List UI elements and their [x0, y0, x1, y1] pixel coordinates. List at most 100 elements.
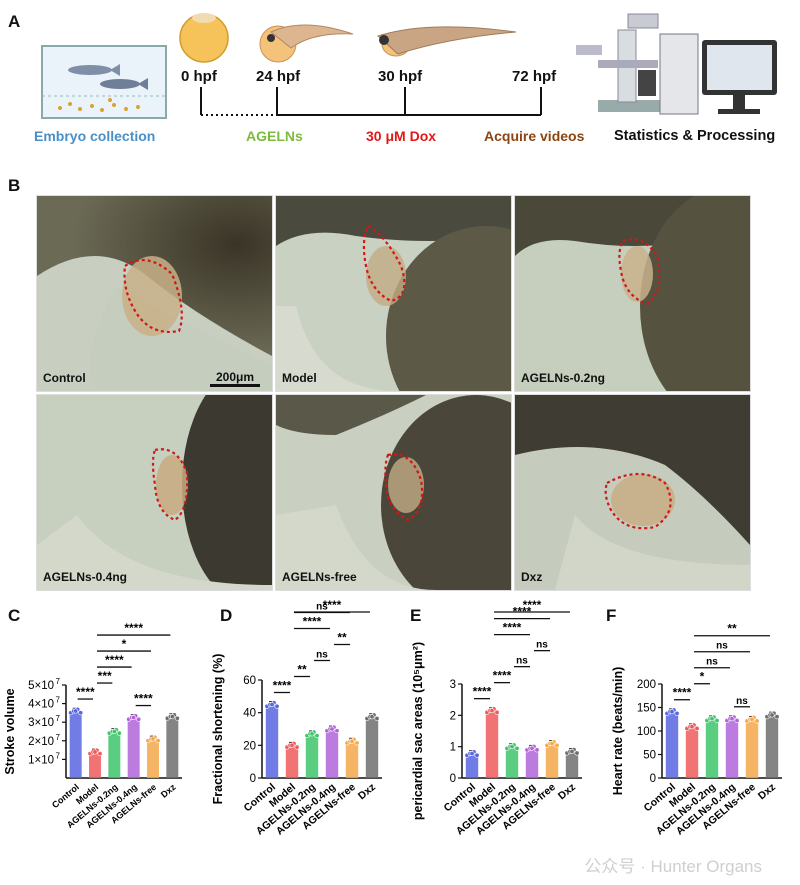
label-embryo-collection: Embryo collection [34, 128, 156, 144]
data-point [269, 702, 275, 708]
bar-agelns-free [345, 741, 359, 778]
bar-agelns-free [545, 743, 559, 778]
data-point [469, 751, 475, 757]
panel-label-b: B [8, 176, 21, 195]
scale-bar: 200μm [210, 370, 260, 387]
bar-model [89, 751, 101, 778]
data-point [136, 716, 142, 722]
timeline-axis [200, 87, 542, 116]
data-point [574, 750, 580, 756]
bar-agelns-0-4ng [525, 748, 539, 778]
data-point [494, 709, 500, 715]
significance-label: ns [736, 696, 748, 707]
data-point [514, 745, 520, 751]
significance-label: **** [273, 679, 292, 693]
y-tick-label: 50 [643, 750, 656, 762]
y-tick-exponent: 7 [56, 733, 61, 742]
data-point [111, 729, 117, 735]
data-point [374, 716, 380, 722]
y-tick-exponent: 7 [56, 751, 61, 760]
y-tick-label: 60 [243, 675, 256, 687]
data-point [669, 709, 675, 715]
significance-label: **** [76, 685, 95, 699]
y-tick-label: 4×10 [28, 699, 54, 711]
data-point [509, 744, 515, 750]
image-dxz: Dxz [514, 394, 751, 591]
x-tick-label: Dxz [556, 781, 578, 802]
data-point [729, 716, 735, 722]
significance-label: ns [516, 656, 528, 667]
bar-agelns-0-4ng [725, 718, 739, 778]
image-control: Control 200μm [36, 195, 273, 392]
data-point [174, 715, 180, 721]
timeline-24hpf: 24 hpf [256, 68, 301, 85]
bar-model [485, 710, 499, 778]
data-point [289, 742, 295, 748]
data-point [329, 726, 335, 732]
data-point [534, 747, 540, 753]
timeline-72hpf: 72 hpf [512, 68, 557, 85]
significance-label: *** [98, 669, 112, 683]
data-point [78, 710, 84, 716]
significance-label: ns [536, 640, 548, 651]
y-tick-exponent: 7 [56, 714, 61, 723]
bar-dxz [365, 716, 379, 778]
panel-label-a: A [8, 12, 21, 31]
significance-label: ns [716, 641, 728, 652]
bar-agelns-free [147, 738, 159, 778]
label-acquire-videos: Acquire videos [484, 128, 585, 144]
data-point [674, 710, 680, 716]
image-model: Model [275, 195, 512, 392]
image-agelns-free: AGELNs-free [275, 394, 512, 591]
significance-label: * [122, 637, 127, 651]
significance-label: ns [706, 657, 718, 668]
data-point [709, 716, 715, 722]
significance-label: ** [297, 663, 307, 677]
scale-bar-label: 200μm [215, 370, 255, 384]
data-point [554, 742, 560, 748]
caption-dxz: Dxz [521, 570, 543, 584]
y-tick-label: 200 [637, 679, 656, 691]
data-point [73, 708, 79, 714]
data-point [309, 731, 315, 737]
data-point [314, 733, 320, 739]
significance-label: **** [523, 600, 542, 612]
significance-label: ns [316, 602, 328, 613]
data-point [334, 728, 340, 734]
data-point [734, 717, 740, 723]
y-axis-title: Heart rate (beats/min) [611, 667, 625, 796]
data-point [97, 751, 103, 757]
data-point [714, 717, 720, 723]
x-tick-label: Dxz [356, 781, 378, 802]
y-tick-label: 5×10 [28, 680, 54, 692]
bar-control [465, 753, 479, 778]
y-tick-label: 100 [637, 726, 656, 738]
label-dox: 30 μM Dox [366, 128, 437, 144]
data-point [354, 740, 360, 746]
caption-agelns-04: AGELNs-0.4ng [43, 570, 128, 584]
panel-label-f: F [606, 606, 617, 625]
significance-label: **** [105, 653, 124, 667]
watermark: 公众号 · Hunter Organs [584, 857, 762, 876]
bar-control [665, 711, 679, 778]
bar-agelns-free [745, 719, 759, 778]
data-point [774, 714, 780, 720]
panel-label-e: E [410, 606, 422, 625]
y-tick-label: 3×10 [28, 717, 54, 729]
bar-agelns-0-2ng [108, 731, 121, 778]
data-point [689, 724, 695, 730]
data-point [529, 745, 535, 751]
bar-dxz [166, 716, 179, 778]
y-tick-label: 150 [637, 703, 656, 715]
caption-agelns-02: AGELNs-0.2ng [521, 371, 606, 385]
bar-agelns-0-2ng [705, 718, 719, 778]
data-point [150, 736, 156, 742]
y-axis-title: Fractional shortening (%) [211, 654, 225, 805]
image-agelns-04: AGELNs-0.4ng [36, 394, 273, 591]
y-tick-label: 0 [250, 773, 256, 785]
x-tick-label: Dxz [756, 781, 778, 802]
significance-label: ** [727, 622, 737, 636]
significance-label: * [700, 670, 705, 684]
